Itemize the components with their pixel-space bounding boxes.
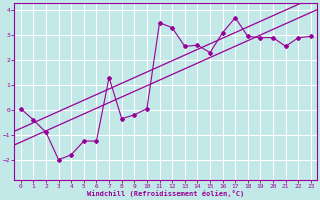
X-axis label: Windchill (Refroidissement éolien,°C): Windchill (Refroidissement éolien,°C) [87, 190, 244, 197]
